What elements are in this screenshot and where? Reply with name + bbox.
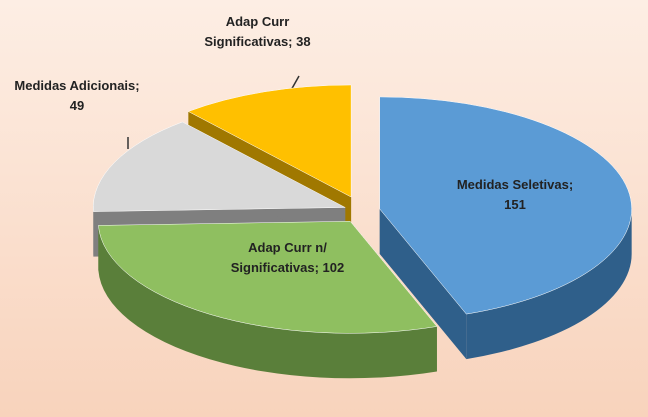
value-label: 49 bbox=[69, 98, 85, 113]
slice bbox=[187, 84, 352, 198]
category-label: Medidas Seletivas; bbox=[456, 177, 574, 192]
data-label: Adap Curr Significativas; 38 bbox=[190, 12, 325, 52]
slice-side bbox=[466, 208, 632, 360]
category-label: Adap Curr n/ Significativas; bbox=[230, 240, 327, 275]
slice-side bbox=[98, 225, 437, 379]
category-label: Medidas Adicionais; bbox=[14, 78, 140, 93]
slice-face bbox=[379, 208, 467, 360]
data-label: Medidas Seletivas; 151 bbox=[450, 175, 580, 215]
value-label: 102 bbox=[322, 260, 345, 275]
category-label: Adap Curr Significativas; bbox=[204, 14, 293, 49]
slice bbox=[92, 121, 346, 212]
value-label: 151 bbox=[504, 197, 526, 212]
value-label: 38 bbox=[296, 34, 311, 49]
data-label: Adap Curr n/ Significativas; 102 bbox=[225, 238, 350, 278]
data-label: Medidas Adicionais; 49 bbox=[12, 76, 142, 116]
slice bbox=[379, 96, 632, 315]
slice bbox=[98, 221, 438, 334]
